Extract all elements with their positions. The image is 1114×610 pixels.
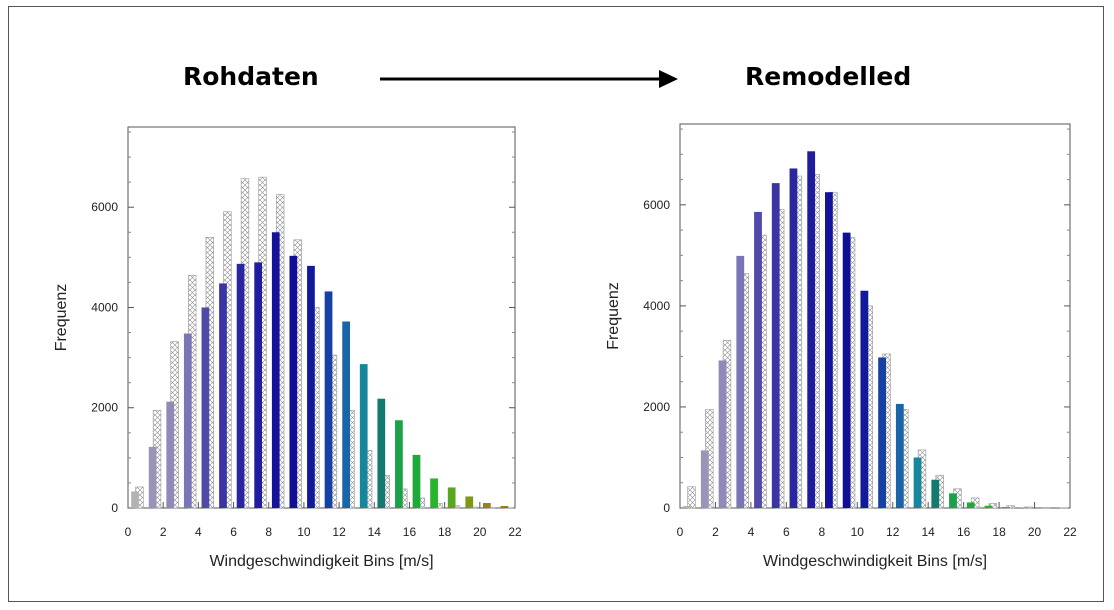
- solid-bar: [219, 283, 227, 508]
- solid-bar: [966, 502, 975, 508]
- solid-bar: [771, 183, 780, 508]
- solid-bar: [700, 450, 709, 508]
- y-tick-label: 0: [111, 501, 118, 515]
- solid-bar: [359, 364, 368, 508]
- figure-frame: [8, 6, 1104, 602]
- solid-bar: [201, 307, 210, 508]
- solid-bar: [949, 493, 957, 508]
- y-tick-label: 0: [663, 501, 670, 515]
- y-tick-label: 2000: [91, 401, 118, 415]
- x-tick-label: 2: [712, 525, 719, 539]
- solid-bar: [395, 420, 403, 508]
- x-tick-label: 22: [508, 525, 522, 539]
- solid-bar: [271, 232, 280, 509]
- chart-rohdaten: 0 2000 4000 6000 0 2 4 6 8 10 12 14 16 18 20 22 Windgesc…: [53, 126, 522, 570]
- x-tick-label: 2: [160, 525, 167, 539]
- solid-bar: [447, 487, 456, 508]
- x-tick-label: 4: [195, 525, 202, 539]
- solid-bar: [895, 403, 904, 508]
- solid-bar: [289, 255, 298, 508]
- heading-remodelled: Remodelled: [745, 62, 912, 91]
- y-tick-label: 4000: [643, 299, 670, 313]
- y-tick-label: 2000: [643, 400, 670, 414]
- solid-bar: [1002, 506, 1011, 508]
- solid-bar: [324, 291, 333, 508]
- x-tick-label: 14: [922, 525, 936, 539]
- solid-bar: [984, 505, 993, 508]
- hatched-bar: [687, 486, 696, 509]
- solid-bar: [342, 321, 350, 508]
- solid-bar: [807, 151, 816, 508]
- solid-bar: [482, 502, 491, 508]
- solid-bar: [412, 454, 421, 508]
- chart-remodelled: 0 2000 4000 6000 0 2 4 6 8 10 12 14 16 18 20 22 Windgesc…: [605, 123, 1077, 570]
- x-tick-label: 12: [886, 525, 900, 539]
- solid-bar: [736, 255, 745, 508]
- y-axis-label: Frequenz: [53, 284, 70, 352]
- solid-bar: [842, 232, 851, 508]
- solid-bar: [754, 211, 762, 509]
- y-tick-label: 4000: [91, 300, 118, 314]
- plot-frame: [679, 123, 1071, 509]
- solid-bar: [377, 398, 386, 508]
- solid-bar: [860, 290, 869, 508]
- solid-bar: [148, 446, 157, 508]
- solid-bar: [878, 357, 886, 508]
- x-tick-label: 22: [1063, 525, 1077, 539]
- solid-bar: [254, 262, 263, 508]
- transformation-arrow: [380, 70, 678, 88]
- solid-bar: [913, 457, 922, 508]
- x-tick-label: 4: [748, 525, 755, 539]
- solid-bar: [131, 491, 139, 508]
- x-tick-label: 0: [677, 525, 684, 539]
- plot-frame: [127, 126, 516, 509]
- solid-bar: [718, 360, 727, 508]
- x-tick-label: 6: [783, 525, 790, 539]
- y-tick-label: 6000: [643, 198, 670, 212]
- solid-bar: [430, 478, 438, 508]
- x-axis-label: Windgeschwindigkeit Bins [m/s]: [209, 553, 433, 570]
- x-tick-label: 16: [957, 525, 971, 539]
- x-tick-label: 20: [1028, 525, 1042, 539]
- x-tick-label: 18: [992, 525, 1006, 539]
- solid-bar: [236, 263, 245, 508]
- x-tick-label: 20: [473, 525, 487, 539]
- solid-bar: [683, 505, 691, 508]
- solid-bar: [465, 496, 474, 508]
- x-tick-label: 12: [332, 525, 346, 539]
- solid-bar: [307, 265, 315, 508]
- heading-rohdaten: Rohdaten: [183, 62, 319, 91]
- x-tick-label: 14: [368, 525, 382, 539]
- x-tick-label: 0: [125, 525, 132, 539]
- x-tick-label: 6: [230, 525, 237, 539]
- x-tick-label: 8: [818, 525, 825, 539]
- x-tick-label: 8: [265, 525, 272, 539]
- solid-bar: [931, 479, 940, 508]
- hatched-bar: [1024, 506, 1033, 509]
- x-tick-label: 18: [438, 525, 452, 539]
- hatched-bar: [1006, 505, 1015, 509]
- y-tick-label: 6000: [91, 200, 118, 214]
- y-axis-label: Frequenz: [605, 282, 622, 350]
- x-tick-label: 10: [851, 525, 865, 539]
- solid-bar: [789, 168, 798, 508]
- solid-bar: [825, 192, 833, 509]
- x-tick-label: 10: [297, 525, 311, 539]
- solid-bar: [166, 401, 175, 508]
- solid-bar: [500, 505, 509, 508]
- x-axis-label: Windgeschwindigkeit Bins [m/s]: [763, 553, 987, 570]
- x-tick-label: 16: [403, 525, 417, 539]
- solid-bar: [183, 333, 192, 508]
